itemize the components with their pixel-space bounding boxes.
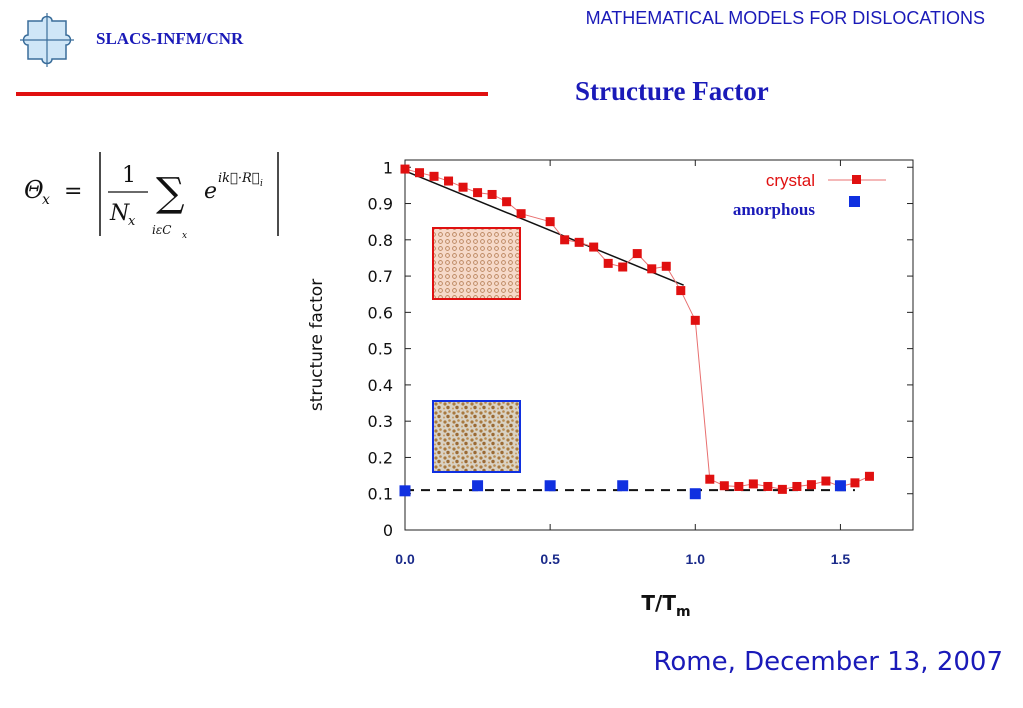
crystal-point [632, 249, 642, 259]
crystal-fit-line [404, 170, 684, 286]
crystal-point [415, 168, 425, 178]
legend-marker-crystal [852, 175, 861, 184]
svg-text:x: x [128, 214, 136, 229]
y-axis-label: structure factor [307, 279, 327, 411]
y-tick-label: 0.9 [368, 195, 393, 214]
svg-text:Θ: Θ [24, 176, 44, 204]
svg-text:x: x [182, 231, 187, 241]
amorphous-point [399, 485, 411, 497]
amorphous-point [472, 480, 484, 492]
formula-denominator-sub: x [128, 214, 136, 229]
y-tick-label: 1 [383, 158, 393, 177]
y-tick-label: 0.2 [368, 448, 393, 467]
crystal-point [545, 217, 555, 227]
amorphous-series [399, 480, 846, 500]
formula-denominator: N [109, 201, 130, 226]
course-title: MATHEMATICAL MODELS FOR DISLOCATIONS [585, 8, 985, 28]
amorphous-point [544, 480, 556, 492]
crystal-point [821, 476, 831, 486]
crystal-point [719, 481, 729, 491]
crystal-lattice-inset [432, 227, 521, 300]
formula-sum-sub: iεC [152, 223, 171, 237]
y-tick-label: 0.5 [368, 340, 393, 359]
structure-factor-formula: Θ x = 1 N x ∑ iεC x e ik⃗·R⃗ i [24, 152, 279, 241]
legend-label-amorphous: amorphous [733, 200, 816, 219]
amorphous-point [617, 480, 629, 492]
crystal-point [705, 474, 715, 484]
svg-text:e: e [204, 179, 217, 204]
svg-text:=: = [64, 179, 82, 204]
svg-text:ik⃗·R⃗: ik⃗·R⃗ [218, 171, 260, 186]
x-tick-label: 1.0 [686, 551, 706, 567]
crystal-point [661, 261, 671, 271]
structure-factor-chart: 0 0.1 0.2 0.3 0.4 0.5 0.6 0.7 0.8 0.9 1 0.0 0.5 1.0 1… [307, 158, 914, 620]
crystal-point [487, 189, 497, 199]
formula-numerator: 1 [122, 163, 136, 188]
crystal-point [574, 237, 584, 247]
x-axis-label: T/Tm [641, 591, 690, 620]
org-label: SLACS-INFM/CNR [96, 29, 244, 48]
crystal-point [400, 164, 410, 174]
formula-exp-power: ik⃗·R⃗ [218, 171, 260, 186]
svg-text:N: N [109, 201, 130, 226]
x-tick-label: 0.0 [395, 551, 415, 567]
crystal-point [473, 188, 483, 198]
crystal-point [429, 171, 439, 181]
crystal-point [589, 242, 599, 252]
svg-text:x: x [42, 192, 50, 208]
crystal-point [792, 481, 802, 491]
header-divider [16, 92, 488, 96]
legend-label-crystal: crystal [766, 171, 815, 190]
plot-frame [404, 159, 914, 531]
formula-exp-base: e [204, 179, 217, 204]
crystal-point [690, 315, 700, 325]
crystal-point [748, 479, 758, 489]
crystal-point [444, 176, 454, 186]
svg-text:i: i [260, 179, 263, 189]
y-tick-label: 0.4 [368, 376, 393, 395]
crystal-point [560, 235, 570, 245]
y-tick-label: 0.6 [368, 303, 393, 322]
structure-insets [432, 227, 521, 473]
svg-text:1: 1 [122, 163, 136, 188]
crystal-point [777, 484, 787, 494]
slide-title: Structure Factor [575, 76, 769, 106]
crystal-point [864, 471, 874, 481]
crystal-point [516, 209, 526, 219]
crystal-point [502, 197, 512, 207]
svg-text:iεC: iεC [152, 223, 171, 237]
x-tick-label: 0.5 [540, 551, 560, 567]
amorphous-point [689, 488, 701, 500]
formula-exp-power-sub: i [260, 179, 263, 189]
amorphous-point [834, 480, 846, 492]
formula-sum-sub-index: x [182, 231, 187, 241]
sum-sign-icon: ∑ [156, 170, 185, 216]
x-tick-label: 1.5 [831, 551, 851, 567]
crystal-point [676, 286, 686, 296]
formula-lhs-sub: x [42, 192, 50, 208]
crystal-point [806, 480, 816, 490]
y-axis: 0 0.1 0.2 0.3 0.4 0.5 0.6 0.7 0.8 0.9 1 [368, 158, 913, 540]
y-tick-label: 0.7 [368, 267, 393, 286]
y-tick-label: 0.3 [368, 412, 393, 431]
amorphous-structure-inset [432, 400, 521, 473]
y-tick-label: 0 [383, 521, 393, 540]
chart-legend: crystal amorphous [733, 171, 886, 219]
crystal-point [458, 182, 468, 192]
footer-date: Rome, December 13, 2007 [653, 647, 1003, 677]
crystal-point [763, 481, 773, 491]
crystal-point [603, 258, 613, 268]
x-axis: 0.0 0.5 1.0 1.5 [395, 160, 850, 567]
crystal-point [647, 264, 657, 274]
crystal-point [618, 262, 628, 272]
y-tick-label: 0.8 [368, 231, 393, 250]
formula-lhs-symbol: Θ [24, 176, 44, 204]
puzzle-piece-logo-icon [20, 13, 74, 67]
y-tick-label: 0.1 [368, 485, 393, 504]
crystal-point [734, 481, 744, 491]
legend-marker-amorphous [849, 196, 860, 207]
crystal-point [850, 478, 860, 488]
